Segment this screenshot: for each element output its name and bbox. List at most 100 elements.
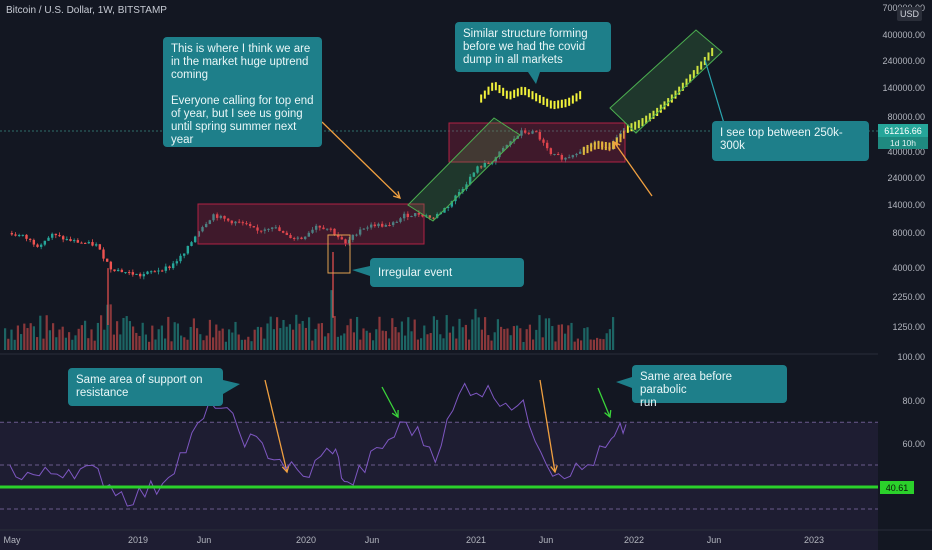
volume-bar: [349, 318, 352, 350]
candle: [116, 269, 120, 272]
candle: [175, 261, 179, 264]
volume-bar: [122, 317, 125, 350]
volume-bar: [407, 317, 410, 350]
candle: [160, 270, 164, 272]
volume-bar: [576, 338, 579, 350]
volume-bar: [64, 337, 67, 350]
volume-bar: [199, 334, 202, 350]
time-tick-label: Jun: [539, 535, 554, 545]
candle: [91, 242, 94, 246]
volume-bar: [442, 338, 445, 350]
volume-bar: [77, 328, 80, 350]
volume-bar: [282, 319, 285, 350]
candle: [388, 225, 391, 227]
volume-bar: [311, 340, 314, 350]
projection-bar: [637, 120, 640, 129]
last-price-tag: [878, 124, 928, 137]
volume-bar: [125, 316, 128, 350]
projection-bar: [678, 86, 681, 95]
candle: [505, 144, 509, 148]
fractal-bar: [491, 82, 494, 91]
volume-bar: [231, 332, 234, 350]
time-tick-label: Jun: [197, 535, 212, 545]
candle: [355, 234, 358, 236]
volume-bar: [71, 339, 74, 350]
candle: [564, 157, 567, 160]
candle: [542, 139, 545, 143]
volume-bar: [368, 332, 371, 350]
price-tick-label: 80000.00: [887, 112, 925, 122]
projection-bar: [681, 82, 684, 91]
currency-badge[interactable]: USD: [896, 7, 922, 21]
candle: [446, 206, 450, 209]
candle: [351, 234, 355, 240]
volume-bar: [80, 325, 83, 350]
volume-bar: [436, 319, 439, 350]
volume-bar: [612, 317, 615, 350]
candle: [450, 201, 454, 207]
rsi-level-tag: [880, 481, 914, 494]
volume-bar: [528, 324, 531, 350]
candle: [498, 151, 501, 158]
volume-bar: [599, 338, 602, 350]
candle: [219, 215, 223, 218]
range-box-2019: [197, 203, 425, 245]
volume-bar: [93, 340, 96, 350]
rsi-tick-label: 80.00: [902, 396, 925, 406]
volume-bar: [464, 324, 467, 350]
candle: [25, 234, 28, 239]
candle: [340, 237, 344, 240]
fractal-bar: [483, 90, 486, 99]
volume-bar: [224, 341, 227, 350]
projection-bar: [645, 115, 648, 124]
range-box-2021: [448, 122, 626, 163]
volume-bar: [132, 326, 135, 350]
price-tick-label: 1250.00: [892, 322, 925, 332]
projection-bar: [630, 123, 633, 132]
volume-bar: [39, 315, 42, 350]
volume-bar: [404, 335, 407, 350]
candle: [373, 224, 377, 227]
candle: [318, 225, 322, 228]
candle: [413, 213, 417, 216]
volume-bar: [228, 329, 231, 350]
volume-bar: [10, 329, 13, 350]
volume-bar: [416, 339, 419, 350]
candle: [94, 244, 98, 246]
candle: [47, 237, 50, 241]
arrow-market: [321, 121, 401, 199]
candle: [494, 157, 498, 163]
projection-bar: [656, 107, 659, 116]
candle: [443, 208, 446, 213]
volume-bar: [336, 336, 339, 350]
volume-bar: [237, 334, 240, 350]
volume-bar: [324, 336, 327, 350]
volume-bar: [506, 328, 509, 350]
fractal-bar: [524, 87, 527, 96]
candle: [142, 274, 146, 277]
volume-bar: [445, 315, 448, 350]
volume-bar: [500, 326, 503, 350]
volume-bar: [138, 335, 141, 350]
candle: [270, 227, 274, 229]
candle: [384, 225, 388, 227]
volume-bar: [378, 316, 381, 350]
candle: [538, 132, 542, 140]
candle: [578, 151, 582, 154]
candle: [428, 215, 432, 218]
volume-bar: [148, 341, 151, 350]
candle: [479, 166, 483, 168]
fractal-bar: [553, 100, 556, 110]
fractal-bar: [560, 99, 563, 108]
candle: [230, 220, 234, 224]
candle: [274, 227, 278, 229]
volume-bar: [250, 341, 253, 350]
volume-bar: [461, 327, 464, 350]
volume-bar: [548, 318, 551, 350]
volume-bar: [596, 337, 599, 350]
overlay-bar: [582, 146, 585, 155]
projection-bar: [689, 74, 692, 83]
overlay-bar: [612, 141, 615, 150]
volume-bar: [260, 327, 263, 350]
volume-bar: [605, 333, 608, 350]
